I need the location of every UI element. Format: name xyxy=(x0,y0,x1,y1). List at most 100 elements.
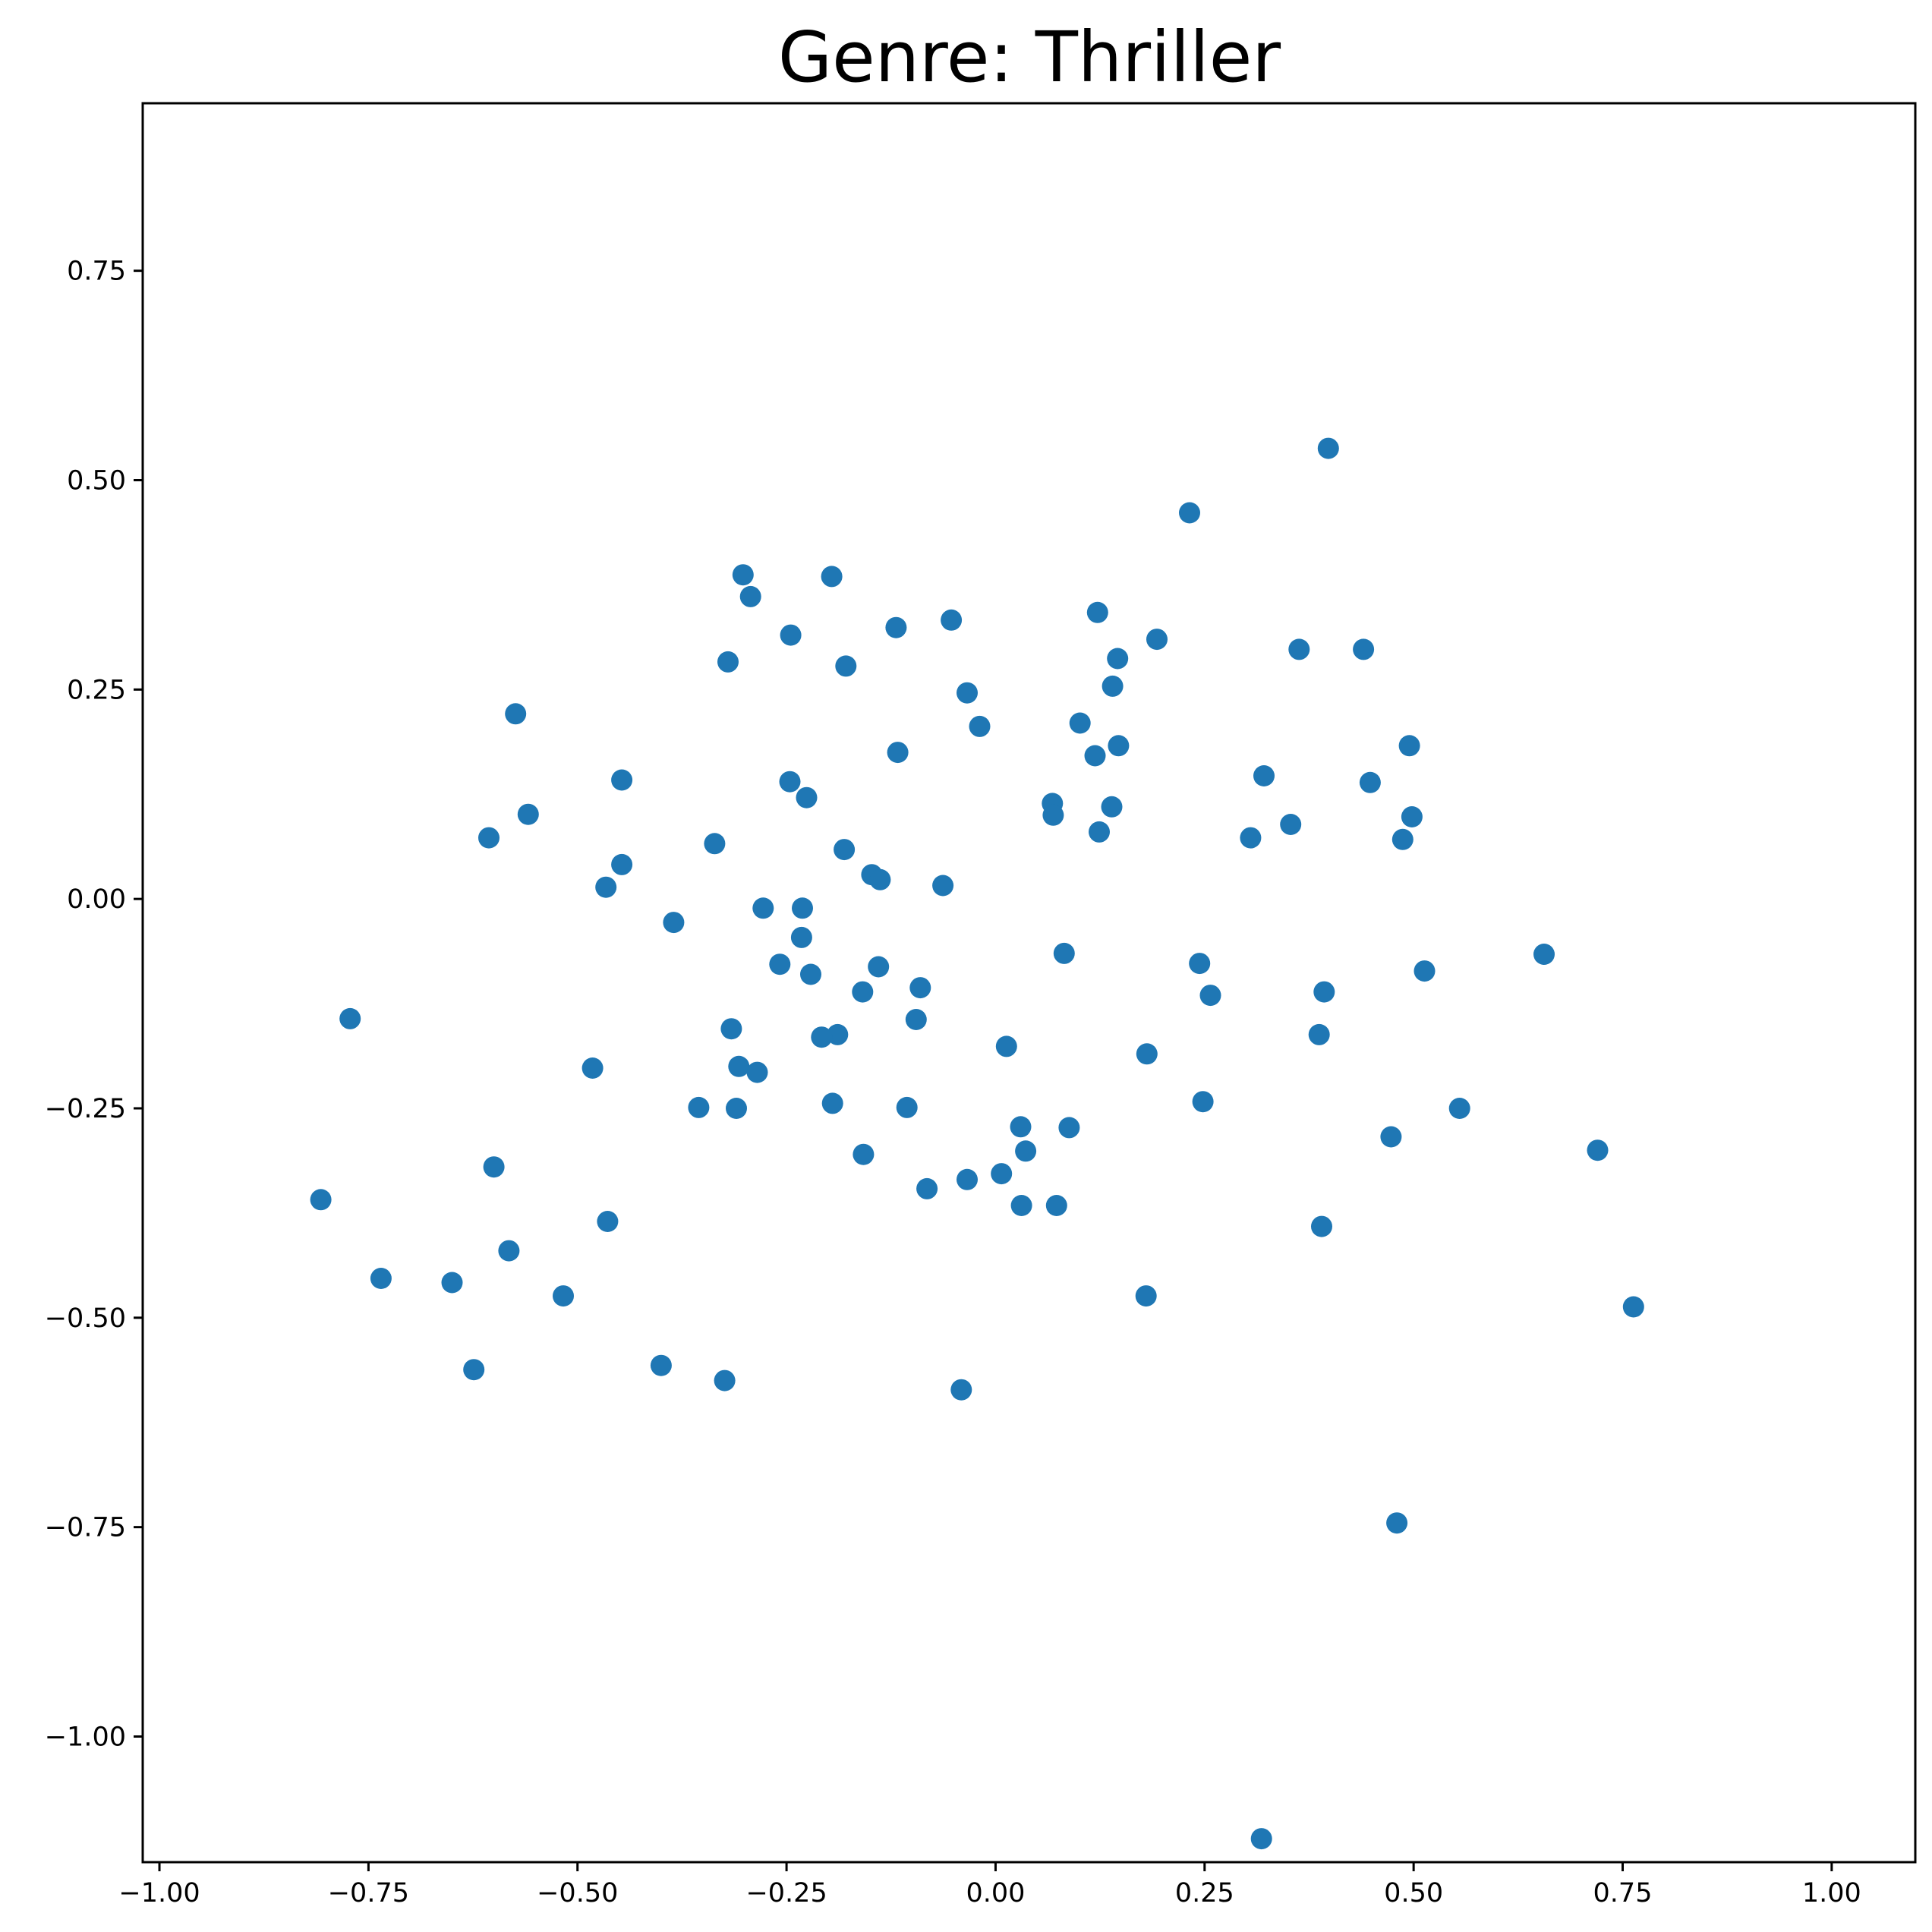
scatter-point-75 xyxy=(896,1096,918,1118)
scatter-point-24 xyxy=(1253,765,1275,786)
scatter-point-30 xyxy=(1101,796,1123,818)
y-tick-label: 0.25 xyxy=(67,675,126,705)
scatter-point-87 xyxy=(310,1189,332,1211)
scatter-point-65 xyxy=(1308,1023,1330,1045)
scatter-point-22 xyxy=(887,742,909,764)
x-tick-label: 0.50 xyxy=(1384,1878,1443,1908)
scatter-point-52 xyxy=(769,953,791,975)
scatter-point-104 xyxy=(1250,1828,1272,1850)
scatter-point-45 xyxy=(595,876,617,898)
x-axis: −1.00 −0.75 −0.50 −0.25 0.00 0.25 0.50 0.75 1.00 xyxy=(118,1862,1861,1908)
y-tick-label: 0.50 xyxy=(67,466,126,496)
scatter-point-59 xyxy=(1313,981,1335,1003)
scatter-point-13 xyxy=(717,651,739,673)
scatter-point-98 xyxy=(1622,1296,1644,1318)
x-tick-label: 0.75 xyxy=(1593,1878,1653,1908)
scatter-point-8 xyxy=(780,624,802,646)
y-axis: 0.75 0.50 0.25 0.00 −0.25 −0.50 −0.75 −1.00 xyxy=(45,257,143,1753)
scatter-point-23 xyxy=(1084,745,1106,767)
scatter-point-67 xyxy=(995,1035,1017,1057)
scatter-point-11 xyxy=(1353,638,1375,660)
scatter-point-6 xyxy=(941,609,963,631)
scatter-point-18 xyxy=(1069,712,1091,734)
y-tick-label: −0.75 xyxy=(45,1513,126,1543)
scatter-point-27 xyxy=(779,771,801,793)
x-tick-label: 0.25 xyxy=(1175,1878,1234,1908)
scatter-point-101 xyxy=(714,1369,736,1391)
scatter-point-7 xyxy=(885,616,907,638)
scatter-point-68 xyxy=(1136,1043,1158,1065)
scatter-point-94 xyxy=(370,1268,392,1289)
scatter-point-51 xyxy=(1053,942,1075,964)
scatter-point-37 xyxy=(1240,827,1262,849)
scatter-point-89 xyxy=(1045,1195,1067,1216)
scatter-point-79 xyxy=(1058,1117,1080,1139)
x-tick-label: −0.50 xyxy=(537,1878,618,1908)
scatter-point-34 xyxy=(1280,814,1302,835)
scatter-point-69 xyxy=(728,1055,750,1077)
scatter-point-16 xyxy=(1102,675,1124,697)
scatter-point-100 xyxy=(463,1359,485,1381)
scatter-point-1 xyxy=(1179,502,1200,524)
scatter-point-9 xyxy=(1146,629,1168,651)
scatter-point-84 xyxy=(991,1163,1013,1185)
x-tick-label: 1.00 xyxy=(1802,1878,1861,1908)
scatter-point-66 xyxy=(811,1026,833,1048)
scatter-point-12 xyxy=(1107,648,1129,670)
scatter-point-47 xyxy=(792,897,813,919)
scatter-point-39 xyxy=(704,833,726,855)
scatter-point-99 xyxy=(650,1354,672,1376)
x-tick-label: −1.00 xyxy=(118,1878,200,1908)
x-tick-label: −0.75 xyxy=(328,1878,409,1908)
scatter-point-19 xyxy=(969,715,991,737)
scatter-point-70 xyxy=(581,1057,604,1079)
scatter-point-86 xyxy=(916,1177,938,1199)
scatter-point-54 xyxy=(868,956,890,978)
y-tick-label: −0.25 xyxy=(45,1094,126,1124)
scatter-point-56 xyxy=(800,963,821,985)
scatter-point-32 xyxy=(1042,804,1064,826)
y-tick-label: −1.00 xyxy=(45,1722,126,1753)
scatter-point-20 xyxy=(1108,735,1130,757)
scatter-point-76 xyxy=(726,1098,747,1119)
scatter-point-36 xyxy=(478,827,500,849)
scatter-point-78 xyxy=(1010,1116,1032,1138)
scatter-point-44 xyxy=(932,875,954,897)
scatter-point-31 xyxy=(517,803,539,825)
scatter-point-40 xyxy=(834,839,856,861)
scatter-point-73 xyxy=(1192,1091,1214,1113)
scatter-point-60 xyxy=(1199,985,1221,1007)
scatter-point-83 xyxy=(853,1143,875,1165)
scatter-point-43 xyxy=(869,868,891,890)
y-tick-label: 0.00 xyxy=(67,884,126,915)
scatter-point-88 xyxy=(1010,1195,1032,1216)
scatter-point-82 xyxy=(1015,1140,1037,1162)
scatter-point-85 xyxy=(957,1168,978,1190)
scatter-point-5 xyxy=(1086,601,1108,623)
scatter-point-4 xyxy=(739,585,761,607)
scatter-point-33 xyxy=(1401,806,1423,827)
scatter-point-90 xyxy=(483,1156,505,1178)
scatter-point-3 xyxy=(821,566,843,588)
scatter-point-50 xyxy=(1533,944,1555,965)
scatter-point-64 xyxy=(827,1023,849,1045)
scatter-point-103 xyxy=(1386,1512,1408,1534)
scatter-point-81 xyxy=(1587,1139,1609,1161)
data-points xyxy=(310,437,1644,1850)
scatter-point-92 xyxy=(1311,1215,1332,1237)
scatter-point-58 xyxy=(852,981,874,1003)
x-tick-label: −0.25 xyxy=(745,1878,827,1908)
scatter-point-61 xyxy=(339,1007,361,1029)
scatter-point-57 xyxy=(909,977,931,999)
scatter-point-53 xyxy=(1189,953,1211,975)
scatter-point-21 xyxy=(1398,735,1420,757)
y-tick-label: 0.75 xyxy=(67,257,126,287)
scatter-point-35 xyxy=(1089,821,1110,843)
scatter-point-38 xyxy=(1391,828,1414,850)
scatter-point-17 xyxy=(505,703,527,725)
scatter-point-91 xyxy=(597,1211,619,1232)
scatter-point-10 xyxy=(1288,638,1310,660)
y-tick-label: −0.50 xyxy=(45,1303,126,1334)
scatter-point-49 xyxy=(790,926,812,948)
